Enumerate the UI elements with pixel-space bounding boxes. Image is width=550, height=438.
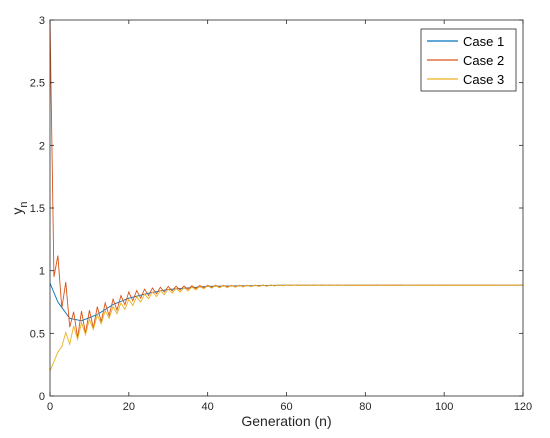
y-axis-ticks: 0 0.5 1 1.5 2 2.5 3 <box>30 15 523 403</box>
y-tick-label: 1.5 <box>30 203 45 215</box>
y-tick-label: 2 <box>39 140 45 152</box>
x-axis-label: Generation (n) <box>241 413 331 429</box>
x-tick-label: 20 <box>123 401 135 413</box>
y-tick-label: 0 <box>39 391 45 403</box>
legend: Case 1 Case 2 Case 3 <box>420 28 517 92</box>
x-axis-ticks: 0 20 40 60 80 100 120 <box>47 20 532 413</box>
x-tick-label: 120 <box>514 401 532 413</box>
x-tick-label: 80 <box>359 401 371 413</box>
x-tick-label: 100 <box>435 401 453 413</box>
y-axis-label-subscript: n <box>18 201 30 207</box>
legend-label-case-2: Case 2 <box>463 53 504 68</box>
y-tick-label: 2.5 <box>30 78 45 90</box>
legend-label-case-3: Case 3 <box>463 72 504 87</box>
y-tick-label: 0.5 <box>30 328 45 340</box>
series-layer <box>49 19 524 372</box>
y-tick-label: 1 <box>39 266 45 278</box>
series-line-case-3 <box>49 284 524 372</box>
x-tick-label: 0 <box>47 401 53 413</box>
x-tick-label: 40 <box>202 401 214 413</box>
y-axis-label-main: y <box>9 208 25 215</box>
legend-label-case-1: Case 1 <box>463 34 504 49</box>
x-tick-label: 60 <box>280 401 292 413</box>
svg-text:yn: yn <box>9 201 30 214</box>
y-tick-label: 3 <box>39 15 45 27</box>
y-axis-label: yn <box>9 201 30 214</box>
